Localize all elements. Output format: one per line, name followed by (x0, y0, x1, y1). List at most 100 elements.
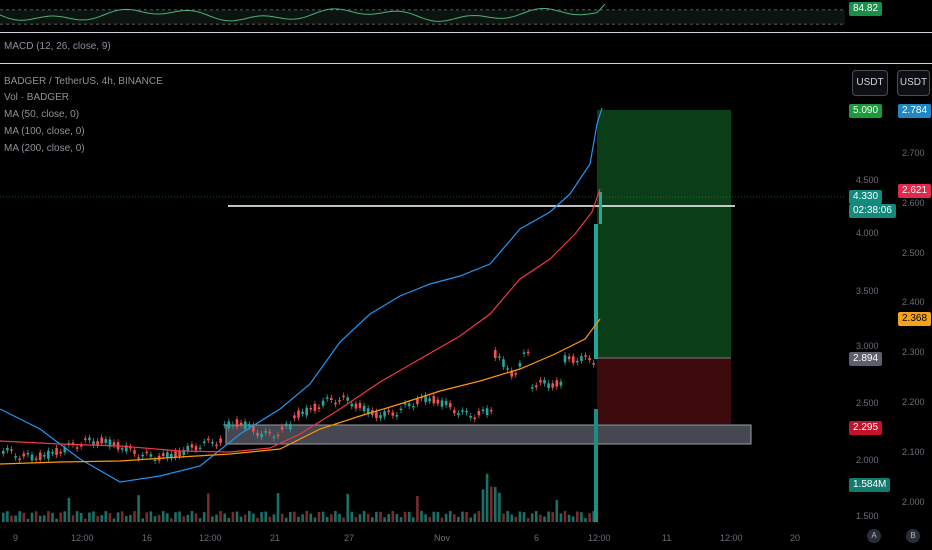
volume-bar (215, 514, 218, 522)
price-tick: 4.000 (856, 228, 879, 238)
volume-bar (92, 511, 95, 522)
volume-bar (108, 513, 112, 522)
volume-bar (309, 513, 313, 522)
candle (280, 426, 284, 430)
candle (395, 415, 399, 417)
volume-bar (280, 513, 284, 522)
candle (362, 405, 366, 412)
price-tick: 3.500 (856, 286, 879, 296)
volume-bar (211, 516, 214, 522)
time-tick: 20 (790, 533, 801, 543)
volume-bars (2, 409, 598, 522)
volume-bar (96, 515, 99, 522)
pane-divider[interactable] (0, 32, 932, 33)
candle (453, 410, 456, 414)
volume-bar (424, 514, 427, 522)
candle (506, 368, 509, 370)
volume-bar (256, 517, 259, 522)
volume-bar (567, 514, 571, 522)
volume-bar (157, 514, 161, 522)
volume-bar (55, 518, 58, 522)
candle (100, 437, 103, 444)
candle (424, 395, 427, 403)
candle (43, 455, 46, 457)
currency-button-right[interactable]: USDT (897, 70, 930, 96)
volume-bar (594, 409, 598, 522)
candle (375, 411, 378, 419)
log-scale-button[interactable]: B (906, 529, 920, 543)
volume-bar (207, 493, 210, 522)
candle (301, 411, 304, 414)
volume-bar (161, 511, 165, 522)
price-chart-svg[interactable] (0, 64, 845, 522)
volume-bar (453, 514, 456, 522)
candle (223, 424, 226, 426)
volume-bar (412, 517, 415, 522)
volume-bar (522, 512, 526, 522)
candle (252, 425, 255, 432)
entry-price-tag: 2.894 (849, 352, 883, 366)
candle (186, 445, 190, 452)
indicator-ma50[interactable]: MA (50, close, 0) (4, 109, 80, 120)
volume-bar (383, 517, 386, 522)
candle (239, 422, 243, 425)
symbol-title[interactable]: BADGER / TetherUS, 4h, BINANCE (4, 76, 163, 87)
volume-bar (133, 511, 136, 522)
volume-bar (137, 495, 140, 522)
candle (182, 449, 185, 455)
candles (2, 192, 602, 464)
candle (379, 415, 382, 419)
candle (268, 431, 272, 434)
currency-button-left[interactable]: USDT (852, 70, 888, 96)
candle (51, 451, 54, 454)
candle (219, 438, 222, 443)
candle (576, 360, 579, 363)
volume-bar (477, 511, 481, 522)
indicator-ma200[interactable]: MA (200, close, 0) (4, 143, 85, 154)
candle (227, 421, 231, 429)
volume-bar (448, 511, 452, 522)
pane-divider[interactable] (0, 63, 932, 64)
volume-bar (30, 512, 34, 522)
volume-bar (498, 492, 501, 522)
volume-bar (457, 516, 460, 522)
indicator-vol[interactable]: Vol · BADGER (4, 92, 70, 103)
price-tick: 2.000 (856, 455, 879, 465)
volume-bar (473, 513, 477, 522)
candle (563, 355, 567, 363)
volume-bar (494, 487, 497, 522)
auto-scale-button[interactable]: A (867, 529, 881, 543)
volume-bar (465, 511, 468, 522)
macd-legend[interactable]: MACD (12, 26, close, 9) (4, 41, 111, 52)
candle (555, 380, 559, 387)
volume-bar (293, 511, 296, 522)
volume-bar (584, 518, 587, 522)
indicator-ma100[interactable]: MA (100, close, 0) (4, 126, 85, 137)
volume-bar (38, 515, 42, 522)
volume-bar (71, 515, 75, 522)
candle (133, 450, 136, 454)
volume-bar (420, 511, 423, 522)
price-tick: 4.500 (856, 175, 879, 185)
price-chart[interactable] (0, 64, 845, 522)
volume-bar (264, 511, 267, 522)
volume-bar (18, 511, 21, 522)
target-zone (597, 110, 731, 358)
candle (543, 380, 546, 384)
volume-bar (576, 511, 579, 522)
candle (272, 436, 276, 439)
candle (38, 452, 42, 461)
volume-bar (141, 518, 144, 522)
volume-bar (75, 511, 79, 522)
candle (588, 358, 591, 361)
volume-bar (563, 511, 567, 522)
candle (580, 356, 583, 361)
candle (289, 424, 292, 430)
volume-bar (371, 517, 374, 522)
volume-bar (407, 511, 411, 522)
candle (559, 381, 563, 386)
candle (2, 450, 5, 454)
candle (22, 453, 26, 457)
ma-blue-line (0, 107, 603, 483)
candle (178, 450, 181, 457)
